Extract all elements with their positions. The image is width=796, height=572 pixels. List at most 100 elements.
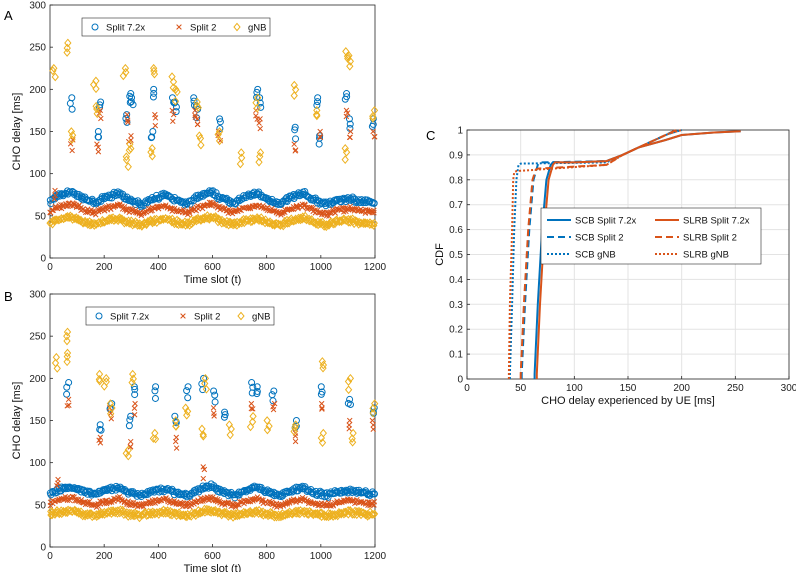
legend-entry: gNB: [248, 23, 266, 34]
y-axis-label: CHO delay [ms]: [11, 382, 23, 460]
data-point: [290, 91, 298, 100]
data-point: [194, 103, 202, 112]
data-point: [182, 503, 189, 509]
data-point: [257, 116, 263, 122]
data-point: [370, 199, 378, 207]
data-point: [255, 157, 263, 167]
data-point: [268, 220, 277, 230]
data-point: [269, 501, 276, 508]
data-point: [69, 493, 76, 500]
data-point: [327, 210, 334, 216]
data-point: [211, 398, 219, 406]
data-point: [124, 111, 130, 118]
data-point: [75, 509, 83, 518]
data-point: [235, 218, 244, 227]
x-axis-label: Time slot (t): [184, 274, 242, 286]
data-point: [172, 422, 180, 431]
data-point: [346, 134, 353, 141]
data-point: [343, 113, 350, 120]
data-point: [263, 425, 272, 435]
y-tick-label: 0: [457, 375, 463, 386]
data-point: [220, 413, 228, 421]
y-tick-label: 0.9: [449, 150, 463, 161]
legend-box: [85, 306, 275, 326]
data-point: [98, 115, 104, 122]
data-point: [317, 134, 323, 140]
data-point: [149, 128, 157, 135]
data-point: [52, 187, 58, 194]
data-point: [131, 391, 139, 399]
data-point: [345, 496, 351, 502]
data-point: [63, 383, 71, 391]
data-point: [248, 379, 256, 387]
data-point: [124, 117, 131, 123]
data-point: [257, 216, 266, 226]
data-point: [218, 195, 226, 203]
data-point: [216, 488, 224, 496]
data-point: [250, 406, 256, 412]
x-tick-label: 200: [96, 551, 113, 562]
data-point: [135, 513, 144, 523]
data-point: [173, 87, 181, 97]
legend-entry: Split 2: [190, 23, 216, 34]
legend-entry: SLRB Split 7.2x: [683, 216, 750, 227]
data-point: [170, 217, 178, 227]
data-point: [122, 152, 130, 162]
legend-entry: SLRB gNB: [683, 250, 729, 261]
data-point: [107, 409, 115, 419]
data-point: [172, 84, 180, 94]
data-point: [281, 511, 289, 520]
data-point: [343, 208, 349, 215]
data-point: [128, 378, 136, 387]
data-point: [96, 425, 104, 433]
data-point: [216, 498, 223, 504]
y-tick-label: 100: [29, 458, 46, 469]
y-tick-label: 50: [35, 500, 47, 511]
x-tick-label: 0: [47, 262, 53, 273]
data-point: [291, 141, 297, 147]
data-point: [60, 202, 66, 208]
y-tick-label: 0.2: [449, 325, 463, 336]
data-point: [253, 390, 261, 398]
data-point: [175, 197, 183, 205]
y-tick-label: 250: [29, 332, 46, 343]
data-point: [48, 510, 56, 520]
legend: SCB Split 7.2x SCB Split 2 SCB gNB SLRB Spl…: [540, 207, 762, 265]
data-point: [64, 505, 72, 515]
data-point: [56, 508, 64, 517]
data-point: [322, 220, 331, 230]
data-point: [248, 484, 256, 492]
legend-marker: [237, 311, 245, 321]
data-point: [369, 404, 377, 413]
data-point: [291, 126, 299, 134]
y-tick-label: 0.1: [449, 350, 463, 361]
data-point: [330, 208, 336, 215]
data-point: [290, 80, 298, 90]
data-point: [313, 106, 321, 115]
data-point: [314, 94, 322, 102]
x-tick-label: 300: [781, 383, 796, 394]
data-point: [67, 127, 76, 136]
data-point: [317, 128, 323, 135]
y-tick-label: 1: [457, 126, 463, 137]
cdf-panel-C: 0 50 100 150 200 250 300 0 0.1 0.2 0.3 0.4 0.5 0.6 0.7…: [426, 126, 796, 408]
data-point: [346, 61, 354, 71]
data-point: [193, 114, 201, 122]
data-point: [271, 400, 278, 407]
data-point: [107, 506, 115, 516]
data-point: [131, 385, 139, 393]
plot-area: [46, 327, 379, 523]
legend-box: [540, 207, 762, 265]
data-point: [369, 111, 377, 121]
data-point: [341, 143, 349, 153]
data-point: [201, 466, 208, 473]
y-axis-label: CHO delay [ms]: [11, 93, 23, 171]
data-point: [237, 148, 245, 157]
data-point: [49, 66, 57, 76]
data-point: [371, 133, 378, 140]
x-tick-label: 1000: [310, 551, 333, 562]
data-point: [368, 122, 376, 130]
data-point: [371, 207, 377, 214]
data-point: [69, 147, 75, 154]
